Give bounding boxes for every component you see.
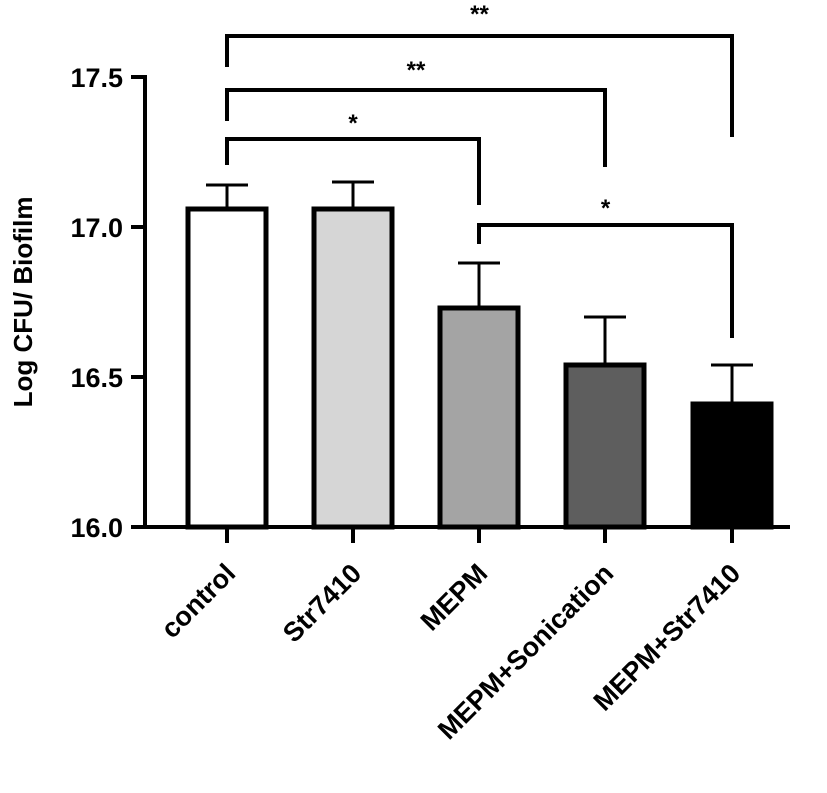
x-tick-label-1: Str7410 [277,558,367,648]
bar-1 [311,206,395,530]
y-tick-label-2: 17.0 [70,213,123,243]
bar-4 [690,401,774,530]
significance-bracket-1 [225,88,607,167]
y-tick-label-0: 16.0 [70,513,123,543]
y-tick-label-3: 17.5 [70,63,123,93]
significance-label-1: ** [407,57,426,84]
error-bars-group [206,180,753,404]
y-axis-label: Log CFU/ Biofilm [8,197,38,408]
significance-bracket-2 [225,137,481,205]
x-tick-label-0: control [155,558,241,644]
significance-label-2: * [348,110,358,137]
significance-group: ****** [225,1,734,338]
bar-0 [185,206,269,530]
significance-label-3: * [601,195,611,222]
significance-label-0: ** [470,1,489,28]
significance-bracket-3 [477,223,734,338]
y-tick-label-1: 16.5 [70,363,123,393]
bars-group [185,206,774,530]
significance-bracket-0 [225,34,734,137]
bar-2 [437,305,521,530]
x-tick-label-2: MEPM [415,558,493,636]
bar-3 [563,362,647,530]
